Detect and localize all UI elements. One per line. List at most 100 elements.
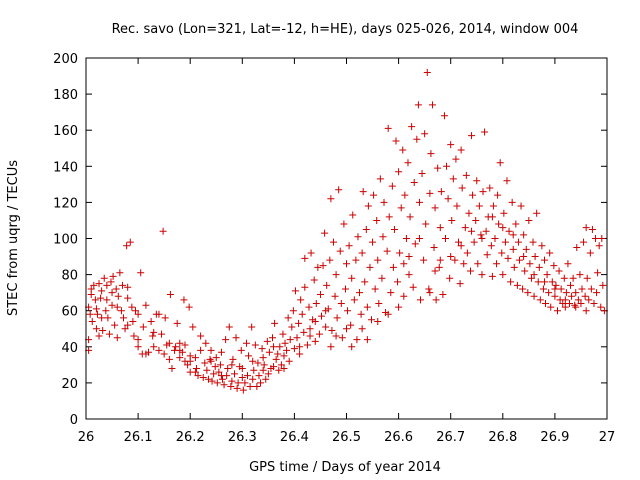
data-point-marker [348, 343, 356, 351]
data-point-marker [232, 334, 240, 342]
data-point-marker [498, 249, 506, 257]
data-point-marker [265, 348, 273, 356]
data-point-marker [206, 355, 214, 363]
data-point-marker [108, 289, 116, 297]
data-point-marker [478, 235, 486, 242]
data-point-marker [323, 281, 331, 289]
data-point-marker [597, 303, 605, 311]
y-tick-label: 60 [61, 305, 78, 320]
data-point-marker [482, 227, 490, 235]
data-point-marker [310, 276, 318, 284]
data-point-marker [384, 124, 392, 132]
data-point-marker [583, 274, 591, 282]
data-point-marker [493, 260, 501, 268]
data-point-marker [244, 372, 252, 380]
data-point-marker [455, 238, 463, 246]
data-point-marker [415, 198, 423, 206]
data-point-marker [290, 345, 298, 353]
data-point-marker [150, 343, 158, 351]
data-point-marker [585, 296, 593, 304]
data-point-marker [460, 260, 468, 268]
data-point-marker [220, 381, 228, 389]
data-point-marker [463, 249, 471, 257]
data-point-marker [203, 366, 211, 374]
data-point-marker [104, 314, 112, 322]
data-point-marker [186, 357, 194, 365]
data-point-marker [92, 325, 100, 333]
data-point-marker [120, 314, 128, 322]
data-point-marker [477, 231, 485, 239]
data-point-marker [191, 354, 199, 362]
data-point-marker [383, 247, 391, 255]
data-point-marker [444, 195, 452, 203]
data-point-marker [441, 235, 449, 242]
data-point-marker [363, 336, 371, 344]
data-point-marker [293, 334, 301, 342]
data-point-marker [508, 198, 516, 206]
data-point-marker [409, 283, 417, 291]
data-point-marker [594, 269, 602, 277]
data-point-marker [216, 361, 224, 369]
data-point-marker [258, 345, 266, 353]
data-point-marker [100, 274, 108, 282]
data-point-marker [211, 363, 219, 371]
data-point-marker [399, 146, 407, 154]
data-point-marker [238, 373, 246, 381]
data-point-marker [344, 307, 352, 315]
data-point-marker [259, 354, 267, 362]
data-point-marker [428, 101, 436, 109]
data-point-marker [436, 224, 444, 232]
data-point-marker [489, 202, 497, 210]
data-point-marker [581, 292, 589, 300]
data-point-marker [565, 299, 573, 307]
data-point-marker [328, 327, 336, 335]
plot-frame [85, 57, 608, 420]
data-point-marker [478, 271, 486, 279]
data-point-marker [458, 184, 466, 192]
data-point-marker [315, 330, 323, 338]
data-point-marker [397, 204, 405, 212]
data-point-marker [112, 285, 120, 293]
data-point-marker [337, 299, 345, 307]
data-point-marker [161, 314, 169, 322]
data-point-marker [551, 285, 559, 293]
y-tick-label: 140 [53, 160, 78, 175]
data-point-marker [548, 278, 556, 286]
data-point-marker [93, 310, 101, 318]
data-point-marker [533, 209, 541, 217]
data-point-marker [197, 332, 205, 340]
data-point-marker [531, 253, 539, 261]
data-point-marker [242, 339, 250, 347]
data-point-marker [269, 334, 277, 342]
data-point-marker [530, 292, 538, 300]
data-point-marker [545, 289, 553, 297]
data-point-marker [168, 364, 176, 372]
data-point-marker [279, 330, 287, 338]
x-tick-label: 26.1 [124, 430, 153, 445]
data-point-marker [213, 379, 221, 387]
data-point-marker [495, 220, 503, 228]
data-point-marker [388, 182, 396, 190]
data-point-marker [194, 372, 202, 380]
data-point-marker [165, 339, 173, 347]
data-point-marker [473, 177, 481, 185]
data-point-marker [515, 256, 523, 264]
data-point-marker [546, 249, 554, 257]
data-point-marker [319, 262, 327, 270]
data-point-marker [202, 339, 210, 347]
data-point-marker [329, 238, 337, 246]
data-point-marker [550, 262, 558, 270]
data-point-marker [176, 354, 184, 362]
data-point-marker [348, 274, 356, 282]
data-point-marker [522, 245, 530, 253]
data-point-marker [349, 211, 357, 219]
data-point-marker [554, 307, 562, 315]
data-point-marker [425, 285, 433, 293]
data-point-marker [356, 289, 364, 297]
data-point-marker [448, 216, 456, 224]
data-point-marker [350, 296, 358, 304]
data-point-marker [540, 256, 548, 264]
data-point-marker [520, 253, 528, 261]
data-point-marker [373, 216, 381, 224]
data-point-marker [430, 244, 438, 252]
